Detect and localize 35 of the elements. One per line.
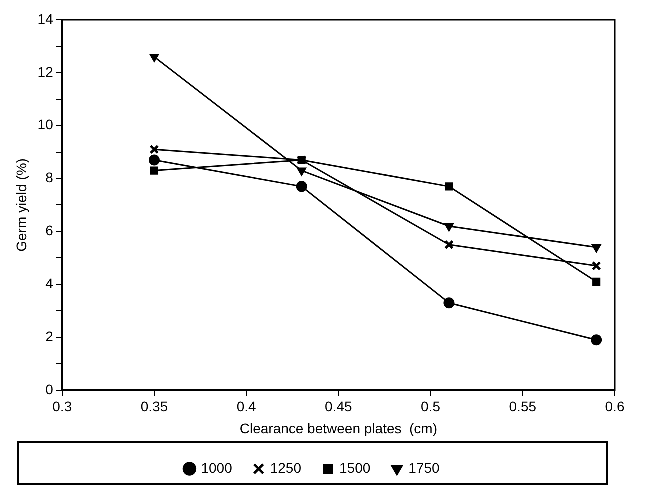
y-tick-label: 2 (46, 328, 54, 344)
point (591, 334, 602, 346)
point (297, 168, 307, 176)
x-tick-label: 0.5 (421, 398, 441, 415)
x-tick-label: 0.55 (509, 398, 537, 415)
point (444, 240, 454, 250)
x-tick-label: 0.35 (140, 398, 168, 415)
point (592, 278, 601, 286)
point (150, 54, 160, 63)
x-tick-label: 0.4 (236, 398, 257, 415)
y-tick-label: 10 (38, 116, 54, 133)
y-axis-title: Germ yield (%) (13, 158, 30, 252)
point (444, 298, 455, 309)
x-axis-title: Clearance between plates (cm) (240, 420, 438, 436)
point (148, 154, 160, 166)
x-tick-label: 0.3 (52, 398, 72, 415)
legend-label: 1250 (270, 460, 302, 476)
point (150, 166, 159, 175)
y-tick-label: 8 (46, 170, 54, 186)
x-tick-label: 0.45 (325, 398, 353, 415)
y-tick-label: 0 (46, 381, 54, 398)
point (592, 244, 602, 254)
x-tick-label: 0.6 (605, 398, 625, 415)
legend-label: 1000 (201, 460, 233, 476)
point (444, 223, 454, 232)
y-tick-label: 4 (46, 275, 54, 292)
y-tick-label: 12 (38, 64, 54, 80)
y-tick-label: 14 (38, 10, 54, 27)
y-tick-label: 6 (46, 222, 54, 239)
legend-label: 1750 (408, 460, 440, 476)
legend-label: 1500 (340, 460, 371, 476)
point (150, 144, 160, 154)
point (445, 182, 454, 191)
point (592, 261, 602, 271)
point (296, 181, 308, 192)
